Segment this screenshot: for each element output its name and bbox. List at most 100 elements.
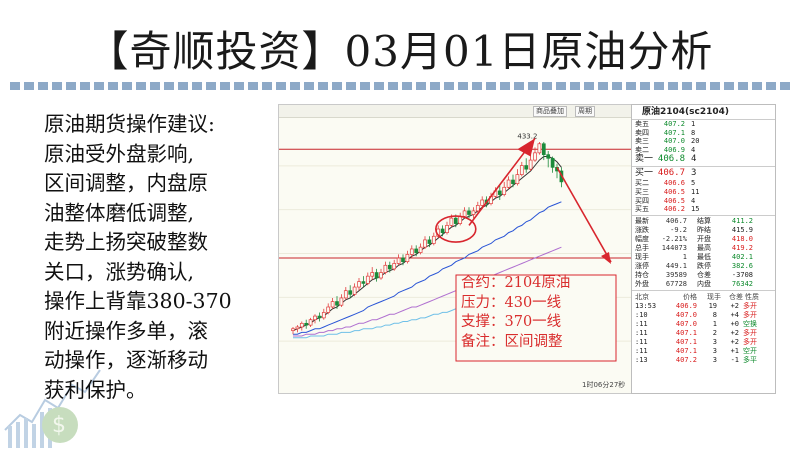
quote-title: 原油2104(sc2104) xyxy=(632,105,775,120)
level-volume: 1 xyxy=(691,120,696,128)
tick-v: 1 xyxy=(712,319,717,328)
tick-v: 3 xyxy=(712,355,717,364)
tick-o: +2 xyxy=(730,337,739,346)
level-price: 406.8 xyxy=(657,154,685,165)
candle-body xyxy=(537,143,542,154)
level-price: 406.2 xyxy=(663,205,685,214)
quote-level-row: 买三 406.5 11 xyxy=(632,188,775,197)
tick-row: :11 407.1 3 +1 空开 xyxy=(632,347,775,356)
candle-body xyxy=(471,210,476,215)
tick-p: 407.0 xyxy=(675,310,697,319)
stat-l2: 内盘 xyxy=(697,279,711,288)
candle-body xyxy=(502,186,507,195)
tick-n: 多开 xyxy=(743,310,757,319)
quote-level-row: 买四 406.5 4 xyxy=(632,197,775,206)
uptrend-arrow-head xyxy=(517,138,535,157)
stat-l: 涨跌 xyxy=(635,225,649,234)
quote-stat-row: 幅度 -2.21% 开盘 418.0 xyxy=(632,235,775,244)
candle-body xyxy=(511,179,515,185)
note-resistance: 压力：430一线 xyxy=(461,294,562,311)
level-price: 407.1 xyxy=(663,128,685,137)
chart-time-label: 1时06分27秒 xyxy=(582,381,626,389)
candle-body xyxy=(519,165,524,175)
candle-body xyxy=(541,143,546,155)
advice-line: 油整体磨低调整, xyxy=(44,200,195,225)
kline-chart: 433.2 xyxy=(279,132,631,362)
candle-body xyxy=(427,239,432,244)
level-volume: 4 xyxy=(691,154,697,165)
quote-level-row: 卖四 407.1 8 xyxy=(632,129,775,138)
candle-body xyxy=(392,263,397,270)
candle-body xyxy=(524,165,529,170)
candle-body xyxy=(418,246,423,253)
period-button[interactable]: 周期 xyxy=(575,106,595,117)
quote-stat-row: 涨停 449.1 跌停 382.6 xyxy=(632,262,775,271)
stat-l: 总手 xyxy=(635,243,649,252)
candle-body xyxy=(379,272,383,279)
stat-l: 涨停 xyxy=(635,261,649,270)
candle-body xyxy=(361,281,366,284)
tick-n: 空换 xyxy=(743,319,757,328)
stat-a: 144073 xyxy=(661,243,687,252)
candle-body xyxy=(326,306,331,313)
tick-p: 407.1 xyxy=(675,328,697,337)
level-price: 406.9 xyxy=(663,145,685,154)
tick-o: +1 xyxy=(730,346,739,355)
candle-body xyxy=(357,281,361,288)
stat-l: 最新 xyxy=(635,216,649,225)
downtrend-arrow-head xyxy=(601,252,611,265)
candle-body xyxy=(528,159,533,170)
tick-t: :11 xyxy=(635,328,648,337)
candle-body xyxy=(343,290,348,299)
level-volume: 15 xyxy=(691,205,700,214)
candle-body xyxy=(467,210,471,215)
stat-l2: 昨结 xyxy=(697,225,711,234)
advice-line: 获利保护。 xyxy=(44,377,147,402)
stat-b: 402.1 xyxy=(731,252,753,261)
quote-stat-row: 涨跌 -9.2 昨结 415.9 xyxy=(632,226,775,235)
candle-body xyxy=(348,290,353,295)
candle-body xyxy=(453,217,458,224)
level-price: 406.5 xyxy=(663,196,685,205)
overlay-button[interactable]: 商品叠加 xyxy=(533,106,567,117)
tick-n: 多开 xyxy=(743,328,757,337)
quote-stat-row: 现手 1 最低 402.1 xyxy=(632,253,775,262)
level-volume: 11 xyxy=(691,187,700,196)
stat-l: 持仓 xyxy=(635,270,649,279)
stat-l2: 结算 xyxy=(697,216,711,225)
candle-body xyxy=(374,272,379,279)
stat-l2: 最低 xyxy=(697,252,711,261)
candle-body xyxy=(475,205,480,212)
candle-body xyxy=(308,319,313,326)
tick-p: 407.0 xyxy=(675,319,697,328)
stat-b: 411.2 xyxy=(731,216,753,225)
advice-text: 原油期货操作建议: 原油受外盘影响, 区间调整，内盘原 油整体磨低调整, 走势上扬突破整… xyxy=(44,110,276,405)
peak-price-label: 433.2 xyxy=(517,132,537,140)
candle-body xyxy=(546,154,551,159)
stat-b: 415.9 xyxy=(731,225,753,234)
candle-body xyxy=(335,301,339,306)
advice-line: 操作上背靠380-370 xyxy=(44,289,232,313)
tick-o: -1 xyxy=(730,355,739,364)
candle-body xyxy=(409,248,414,255)
candle-body xyxy=(480,199,485,206)
stat-b: 418.0 xyxy=(731,234,753,243)
candle-body xyxy=(365,275,370,284)
candle-body xyxy=(299,322,304,328)
quote-level-row: 卖五 407.2 1 xyxy=(632,120,775,129)
tick-list: 13:53 406.9 19 +2 多开:10 407.0 8 +4 多开:11 407.0 1 +0… xyxy=(632,302,775,365)
stat-a: 1 xyxy=(682,252,687,261)
candle-body xyxy=(533,152,537,161)
candle-body xyxy=(313,315,317,321)
stat-b: 382.6 xyxy=(731,261,753,270)
stat-b: 419.2 xyxy=(731,243,753,252)
candle-body xyxy=(458,215,463,224)
kline-chart-panel[interactable]: 商品叠加 周期 433.2 xyxy=(278,104,632,394)
tick-n: 多开 xyxy=(743,337,757,346)
candle-body xyxy=(401,257,405,263)
title-divider xyxy=(10,82,790,90)
quote-level-row: 买二 406.6 5 xyxy=(632,179,775,188)
candle-body xyxy=(317,315,322,319)
quote-level-row: 买五 406.2 15 xyxy=(632,205,775,214)
note-support: 支撑：370一线 xyxy=(461,314,562,330)
